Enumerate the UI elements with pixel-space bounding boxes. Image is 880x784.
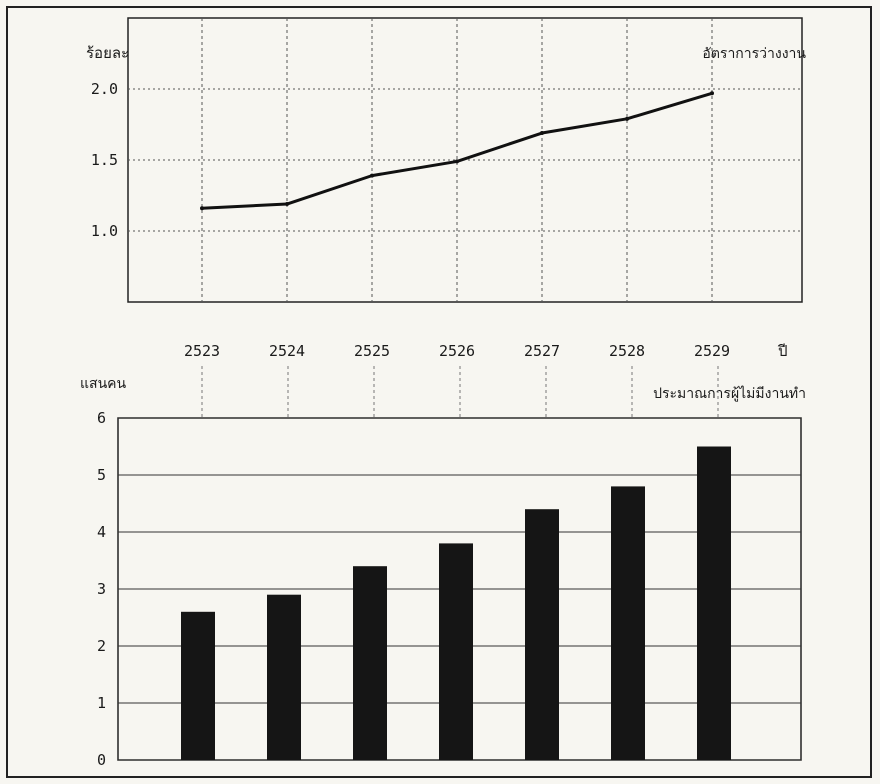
line-chart-xtick-label: 2529	[694, 342, 730, 360]
bar-chart-ytick-label: 3	[97, 580, 106, 598]
line-chart-xtick-label: 2528	[609, 342, 645, 360]
bar-chart-bar	[181, 611, 215, 760]
bar-chart-bar	[439, 543, 473, 760]
bar-chart-bar	[267, 594, 301, 760]
bar-chart-bar	[525, 509, 559, 760]
bar-chart-ytick-label: 1	[97, 694, 106, 712]
bar-chart-ytick-label: 0	[97, 751, 106, 769]
line-chart-point	[710, 91, 714, 96]
line-chart-ytick-label: 1.5	[91, 151, 118, 169]
line-chart-point	[200, 206, 204, 211]
line-chart-point	[455, 159, 459, 164]
line-chart-ytick-label: 1.0	[91, 222, 118, 240]
line-chart-series-title: อัตราการว่างงาน	[702, 46, 806, 62]
figure-border	[6, 6, 872, 778]
line-chart-xtick-label: 2526	[439, 342, 475, 360]
line-chart-xtick-label: 2525	[354, 342, 390, 360]
line-chart-point	[370, 173, 374, 178]
line-chart-ytick-label: 2.0	[91, 80, 118, 98]
bar-chart-bar	[697, 446, 731, 760]
bar-chart-ytick-label: 2	[97, 637, 106, 655]
line-chart-xlabel: ปี	[777, 342, 787, 360]
bar-chart-ytick-label: 6	[97, 409, 106, 427]
line-chart-ylabel: ร้อยละ	[86, 44, 129, 62]
line-chart-point	[540, 131, 544, 136]
line-chart-point	[285, 202, 289, 207]
bar-chart-ytick-label: 4	[97, 523, 106, 541]
bar-chart-ytick-label: 5	[97, 466, 106, 484]
line-chart-xtick-label: 2524	[269, 342, 305, 360]
bar-chart-series-title: ประมาณการผู้ไม่มีงานทำ	[653, 385, 806, 402]
line-chart-xtick-label: 2527	[524, 342, 560, 360]
bar-chart-bar	[353, 566, 387, 760]
bar-chart-ylabel: แสนคน	[80, 376, 127, 392]
line-chart-point	[625, 116, 629, 121]
bar-chart-bar	[611, 486, 645, 760]
line-chart-xtick-label: 2523	[184, 342, 220, 360]
